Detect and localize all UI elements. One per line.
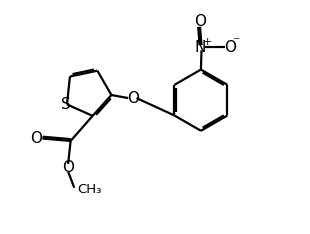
Text: CH₃: CH₃	[77, 183, 102, 196]
Text: O: O	[31, 131, 42, 146]
Text: O: O	[194, 14, 206, 29]
Text: S: S	[61, 97, 71, 112]
Text: ⁻: ⁻	[232, 35, 240, 49]
Text: O: O	[224, 40, 236, 55]
Text: O: O	[127, 91, 139, 106]
Text: +: +	[202, 37, 212, 47]
Text: N: N	[195, 40, 206, 55]
Text: O: O	[62, 160, 74, 176]
